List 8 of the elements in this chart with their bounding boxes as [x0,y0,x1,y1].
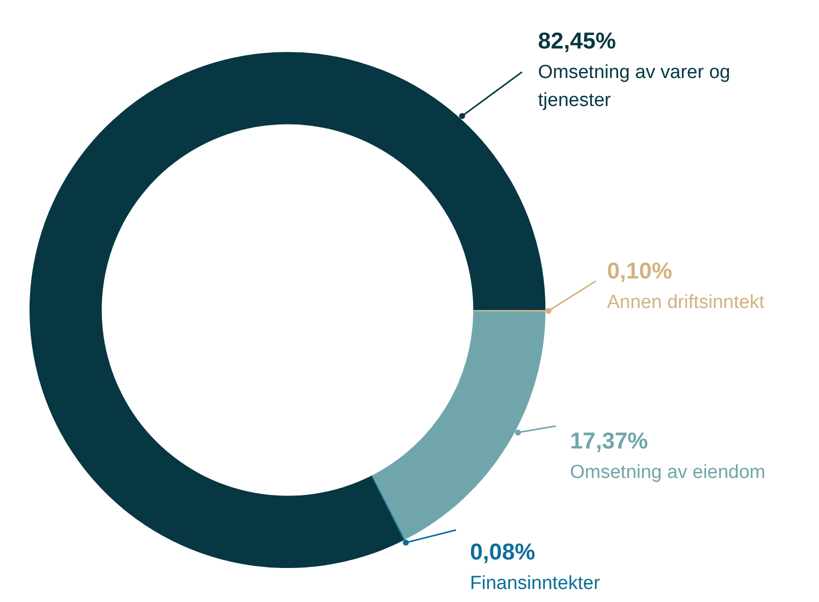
data-label: 82,45% [538,27,616,54]
data-label: 0,08% [470,538,536,564]
slice-label: Finansinntekter [470,573,601,594]
slice-label: Omsetning av eiendom [570,462,766,484]
slice-label: Annen driftsinntekt [607,292,766,314]
slice-label: Omsetning av varer og tjenester [538,62,730,112]
data-label: 17,37% [570,427,648,454]
data-label: 0,10% [607,257,672,284]
